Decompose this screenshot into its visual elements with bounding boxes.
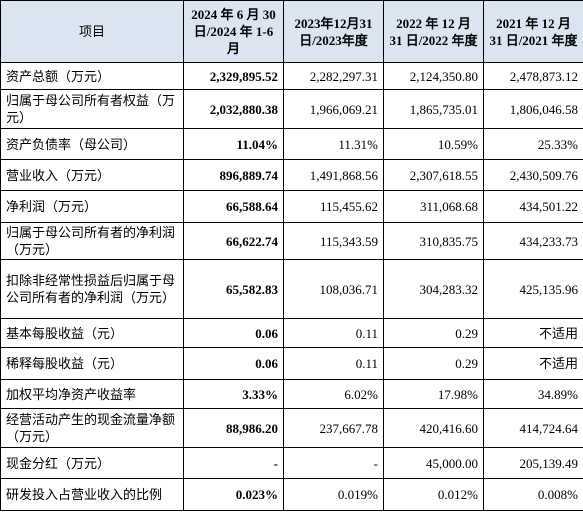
header-cell: 2021 年 12 月 31 日/2021 年度 xyxy=(483,0,583,63)
value-cell: 310,835.75 xyxy=(383,222,484,260)
value-cell: 0.29 xyxy=(383,347,484,380)
value-cell: 11.31% xyxy=(283,128,384,160)
row-label: 资产负债率（母公司） xyxy=(0,128,184,160)
value-cell: 34.89% xyxy=(483,379,583,409)
value-cell: 0.11 xyxy=(283,347,384,380)
value-cell: 2,307,618.55 xyxy=(383,159,484,191)
table-row: 归属于母公司所有者权益（万元） 2,032,880.38 1,966,069.21 1… xyxy=(0,89,583,129)
value-cell: 205,139.49 xyxy=(483,447,583,479)
header-row: 项目 2024 年 6 月 30 日/2024 年 1-6 月 2023年12月31… xyxy=(0,0,583,63)
value-cell: 不适用 xyxy=(483,318,583,348)
value-cell: 2,124,350.80 xyxy=(383,62,484,90)
row-label: 经营活动产生的现金流量净额（万元） xyxy=(0,408,184,448)
table-row: 研发投入占营业收入的比例 0.023% 0.019% 0.012% 0.008% xyxy=(0,478,583,511)
value-cell: 311,068.68 xyxy=(383,190,484,223)
row-label: 扣除非经常性损益后归属于母公司所有者的净利润（万元） xyxy=(0,259,184,319)
value-cell: 434,233.73 xyxy=(483,222,583,260)
table-row: 现金分红（万元） - -45,000.00 205,139.49 xyxy=(0,447,583,479)
value-cell: - xyxy=(183,447,284,479)
value-cell: 2,282,297.31 xyxy=(283,62,384,90)
table-body: 资产总额（万元） 2,329,895.52 2,282,297.31 2,124,35… xyxy=(0,62,583,511)
value-cell: 88,986.20 xyxy=(183,408,284,448)
row-label: 现金分红（万元） xyxy=(0,447,184,479)
row-label: 归属于母公司所有者权益（万元） xyxy=(0,89,184,129)
value-cell: 425,135.96 xyxy=(483,259,583,319)
row-label: 加权平均净资产收益率 xyxy=(0,379,184,409)
value-cell: 0.012% xyxy=(383,478,484,511)
table-row: 经营活动产生的现金流量净额（万元） 88,986.20 237,667.78 420,… xyxy=(0,408,583,448)
row-label: 基本每股收益（元） xyxy=(0,318,184,348)
value-cell: 2,430,509.76 xyxy=(483,159,583,191)
value-cell: 0.29 xyxy=(383,318,484,348)
value-cell: 不适用 xyxy=(483,347,583,380)
table-row: 营业收入（万元） 896,889.74 1,491,868.56 2,307,618.… xyxy=(0,159,583,191)
value-cell: 0.023% xyxy=(183,478,284,511)
value-cell: 2,329,895.52 xyxy=(183,62,284,90)
value-cell: 0.06 xyxy=(183,347,284,380)
value-cell: 6.02% xyxy=(283,379,384,409)
value-cell: 3.33% xyxy=(183,379,284,409)
value-cell: 1,865,735.01 xyxy=(383,89,484,129)
value-cell: 115,343.59 xyxy=(283,222,384,260)
value-cell: 66,588.64 xyxy=(183,190,284,223)
table-row: 扣除非经常性损益后归属于母公司所有者的净利润（万元） 65,582.83 108,0… xyxy=(0,259,583,319)
value-cell: 1,966,069.21 xyxy=(283,89,384,129)
row-label: 归属于母公司所有者的净利润（万元） xyxy=(0,222,184,260)
value-cell: 0.019% xyxy=(283,478,384,511)
table-row: 归属于母公司所有者的净利润（万元） 66,622.74 115,343.59 310,… xyxy=(0,222,583,260)
header-cell: 2022 年 12 月 31 日/2022 年度 xyxy=(383,0,484,63)
table-row: 加权平均净资产收益率 3.33% 6.02% 17.98% 34.89% xyxy=(0,379,583,409)
value-cell: 0.11 xyxy=(283,318,384,348)
value-cell: 65,582.83 xyxy=(183,259,284,319)
value-cell: 420,416.60 xyxy=(383,408,484,448)
table-row: 净利润（万元） 66,588.64 115,455.62 311,068.68 434,… xyxy=(0,190,583,223)
row-label: 稀释每股收益（元） xyxy=(0,347,184,380)
value-cell: 414,724.64 xyxy=(483,408,583,448)
row-label: 营业收入（万元） xyxy=(0,159,184,191)
value-cell: 0.008% xyxy=(483,478,583,511)
financial-table: 项目 2024 年 6 月 30 日/2024 年 1-6 月 2023年12月31… xyxy=(0,0,583,511)
value-cell: 17.98% xyxy=(383,379,484,409)
value-cell: 45,000.00 xyxy=(383,447,484,479)
table-row: 稀释每股收益（元） 0.06 0.11 0.29 不适用 xyxy=(0,347,583,380)
value-cell: 108,036.71 xyxy=(283,259,384,319)
value-cell: 0.06 xyxy=(183,318,284,348)
value-cell: 2,032,880.38 xyxy=(183,89,284,129)
row-label: 研发投入占营业收入的比例 xyxy=(0,478,184,511)
value-cell: 10.59% xyxy=(383,128,484,160)
table-row: 资产总额（万元） 2,329,895.52 2,282,297.31 2,124,35… xyxy=(0,62,583,90)
table-row: 基本每股收益（元） 0.06 0.11 0.29 不适用 xyxy=(0,318,583,348)
value-cell: 115,455.62 xyxy=(283,190,384,223)
header-cell: 2023年12月31日/2023年度 xyxy=(283,0,384,63)
value-cell: 896,889.74 xyxy=(183,159,284,191)
value-cell: - xyxy=(283,447,384,479)
value-cell: 1,491,868.56 xyxy=(283,159,384,191)
value-cell: 66,622.74 xyxy=(183,222,284,260)
table-row: 资产负债率（母公司） 11.04% 11.31% 10.59% 25.33% xyxy=(0,128,583,160)
value-cell: 1,806,046.58 xyxy=(483,89,583,129)
value-cell: 11.04% xyxy=(183,128,284,160)
value-cell: 304,283.32 xyxy=(383,259,484,319)
row-label: 净利润（万元） xyxy=(0,190,184,223)
value-cell: 237,667.78 xyxy=(283,408,384,448)
value-cell: 434,501.22 xyxy=(483,190,583,223)
row-label: 资产总额（万元） xyxy=(0,62,184,90)
value-cell: 2,478,873.12 xyxy=(483,62,583,90)
header-cell: 2024 年 6 月 30 日/2024 年 1-6 月 xyxy=(183,0,284,63)
header-cell: 项目 xyxy=(0,0,184,63)
value-cell: 25.33% xyxy=(483,128,583,160)
